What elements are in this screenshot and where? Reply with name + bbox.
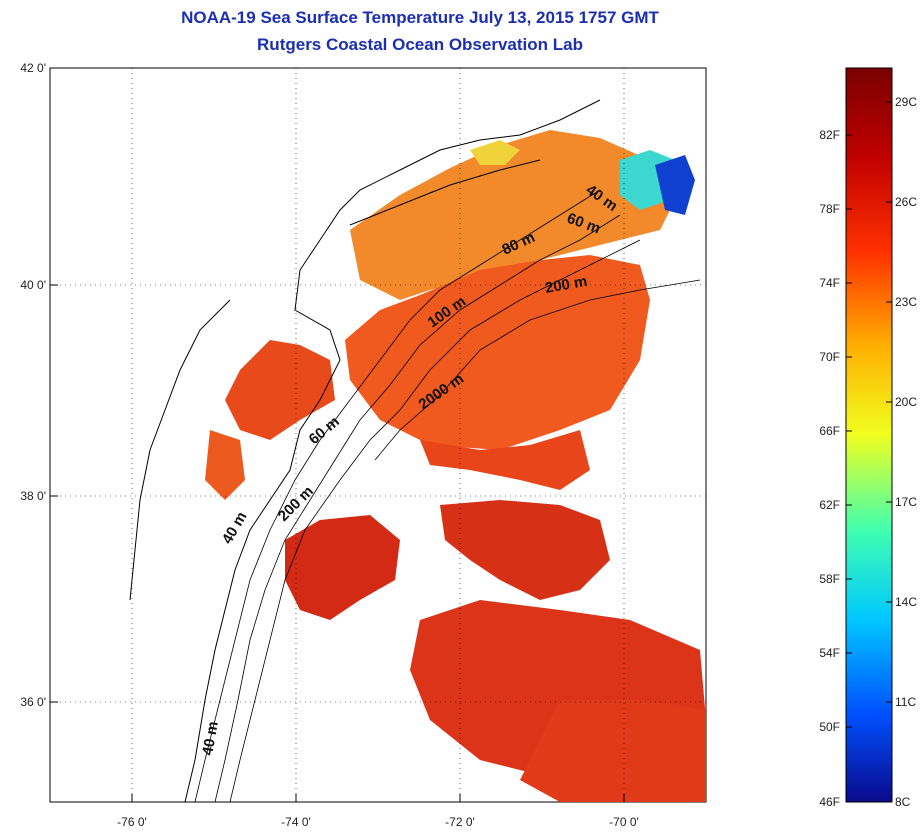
colorbar-c-label: 11C [895,695,916,709]
colorbar-c-label: 20C [895,395,917,409]
colorbar-c-label: 26C [895,195,917,209]
colorbar-f-label: 74F [819,276,840,290]
coastline [184,99,601,803]
colorbar-c-label: 8C [895,795,911,809]
colorbar-f-label: 78F [819,202,840,216]
lat-label: 38 0' [20,489,46,503]
sst-patch-south-1 [285,515,400,620]
colorbar-c-label: 17C [895,495,917,509]
lon-label: -76 0' [117,815,147,829]
colorbar-c-label: 29C [895,95,917,109]
colorbar-f-label: 54F [819,646,840,660]
long-island [349,159,541,226]
sst-patch-cold-2 [655,155,695,215]
sst-patch-central [345,255,650,450]
lon-label: -70 0' [609,815,639,829]
axis-ticks [50,67,625,802]
colorbar-ticks [846,101,892,728]
lon-label: -74 0' [281,815,311,829]
colorbar-f-label: 50F [819,720,840,734]
colorbar-f-label: 46F [819,795,840,809]
colorbar-f-label: 62F [819,498,840,512]
lat-label: 36 0' [20,695,46,709]
sst-patch-bay-2 [205,430,245,500]
colorbar-c-label: 23C [895,295,917,309]
map-subtitle: Rutgers Coastal Ocean Observation Lab [257,35,583,54]
colorbar-f-label: 58F [819,572,840,586]
sst-patch-shelf-north [350,130,680,300]
sst-field [205,130,706,802]
colorbar-f-label: 66F [819,424,840,438]
colorbar-f-label: 70F [819,350,840,364]
bay-shore [129,299,231,601]
depth-label: 40 m [199,720,222,757]
sst-patch-south-2 [440,500,610,600]
sst-patch-warm-edge [470,140,520,165]
lon-label: -72 0' [445,815,475,829]
isobaths [194,189,701,802]
lat-label: 42 0' [20,61,46,75]
lat-label: 40 0' [20,278,46,292]
colorbar-c-label: 14C [895,595,917,609]
sst-patch-central-2 [420,430,590,490]
sst-patch-south-4 [520,700,706,802]
sst-patch-bay [225,340,335,440]
colorbar [845,67,893,803]
colorbar-f-label: 82F [819,128,840,142]
map-title: NOAA-19 Sea Surface Temperature July 13,… [181,8,659,27]
